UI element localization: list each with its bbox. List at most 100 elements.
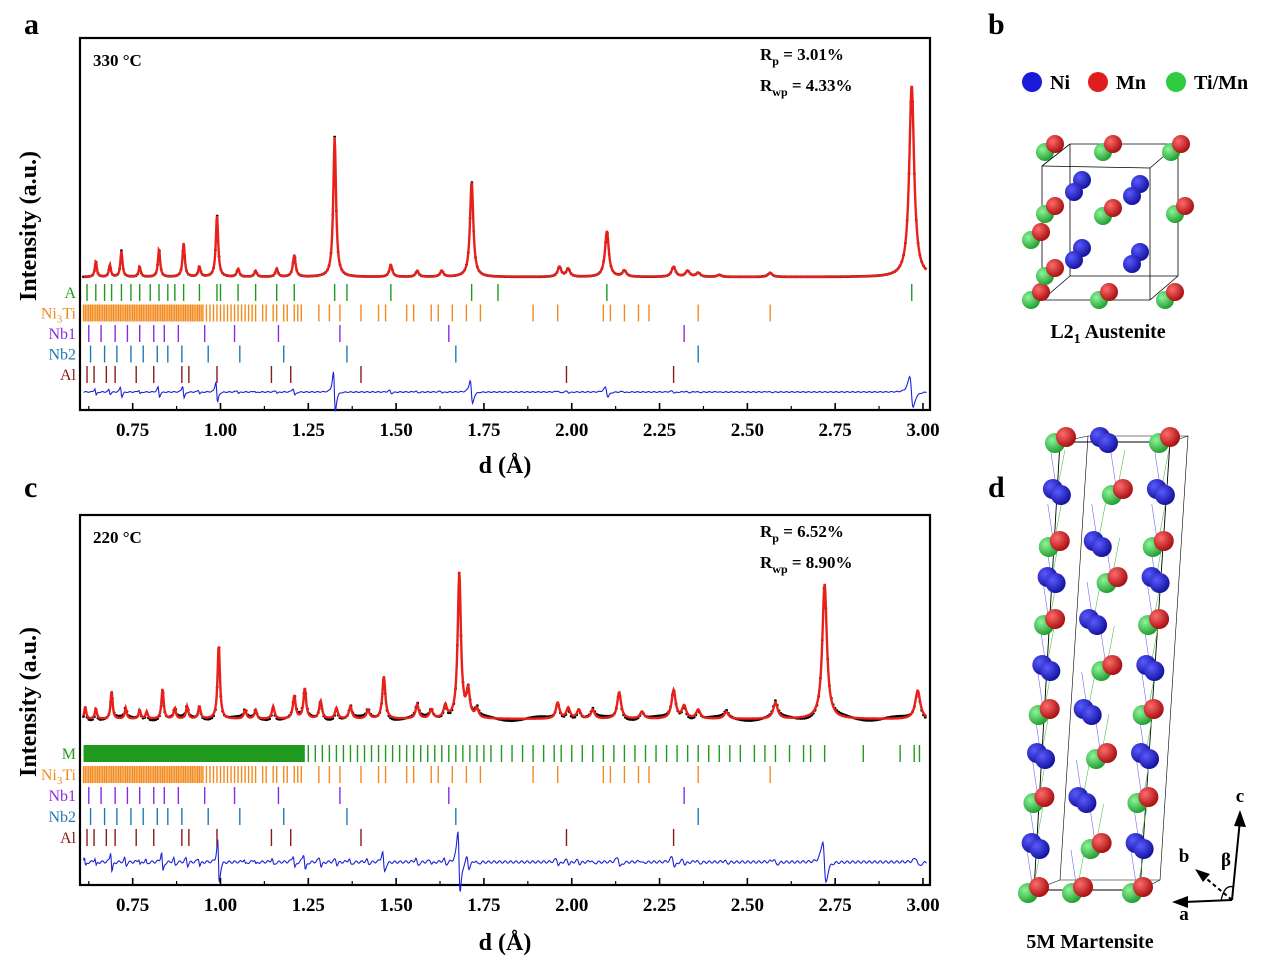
mn-atom-icon — [1107, 567, 1128, 587]
phase-label-name: Nb2 — [48, 347, 76, 364]
x-tick-label: 2.50 — [731, 420, 764, 441]
phase-label: Nb2 — [48, 347, 76, 364]
phase-tick-band — [83, 745, 305, 762]
mn-atom-icon — [1104, 135, 1122, 153]
mn-atom-icon — [1049, 531, 1070, 551]
phase-label: Ni3Ti — [41, 767, 77, 787]
mn-atom-icon — [1097, 743, 1118, 763]
phase-label-name: Ni — [41, 767, 58, 784]
rwp-val-a: = 4.33% — [788, 76, 853, 95]
austenite-atoms — [1022, 135, 1194, 309]
ni-atom-icon — [1065, 183, 1083, 201]
rwp-val-c: = 8.90% — [788, 553, 853, 572]
ni-atom-icon — [1045, 573, 1066, 593]
phase-label-name: Al — [60, 830, 77, 847]
rwp-sub-a: wp — [772, 85, 788, 99]
observed-point — [82, 715, 85, 718]
martensite-atoms — [1018, 427, 1180, 903]
phase-label: Nb1 — [48, 326, 76, 343]
phase-label-end: Ti — [62, 767, 76, 784]
phase-ticks-a — [82, 284, 913, 383]
observed-points-a — [82, 100, 927, 279]
rp-sub-c: p — [772, 531, 779, 545]
difference-curve-c — [82, 831, 927, 892]
mn-atom-icon — [1034, 787, 1055, 807]
atom-legend: Ni Mn Ti/Mn — [1022, 72, 1248, 94]
rp-val-c: = 6.52% — [779, 522, 844, 541]
mn-atom-icon — [1112, 479, 1133, 499]
x-tick-label: 2.25 — [643, 895, 676, 916]
phase-label: Ni3Ti — [41, 306, 77, 326]
phase-label-name: Nb1 — [48, 788, 76, 805]
ni-atom-icon — [1091, 537, 1112, 557]
c-axis-arrow-icon — [1234, 810, 1246, 827]
legend-ni-label: Ni — [1050, 72, 1070, 94]
phase-label-name: Ni — [41, 306, 58, 323]
b-axis-arrow-icon — [1195, 869, 1210, 882]
x-tick-label: 0.75 — [116, 420, 149, 441]
timn-legend-icon — [1166, 72, 1186, 92]
temperature-label-a: 330 °C — [93, 51, 142, 70]
x-tick-label: 2.75 — [819, 420, 852, 441]
x-tick-label: 1.75 — [467, 420, 500, 441]
mn-atom-icon — [1104, 199, 1122, 217]
c-axis-line — [1231, 819, 1241, 901]
austenite-cell-edge — [1041, 165, 1151, 169]
x-tick-label: 2.00 — [555, 895, 588, 916]
crystal-axes: c a b β — [1172, 786, 1246, 925]
mn-atom-icon — [1073, 877, 1093, 897]
ni-atom-icon — [1035, 749, 1056, 769]
beta-angle-arc — [1220, 885, 1235, 902]
mn-atom-icon — [1143, 699, 1164, 719]
rp-sub-a: p — [772, 54, 779, 68]
x-tick-label: 2.75 — [819, 895, 852, 916]
ni-atom-icon — [1133, 839, 1154, 859]
x-tick-label: 2.25 — [643, 420, 676, 441]
rp-label-a: Rp = 3.01% — [760, 45, 844, 68]
beta-angle-label: β — [1221, 850, 1231, 871]
phase-label-end: Ti — [62, 306, 76, 323]
x-axis-label-c: d (Å) — [479, 930, 532, 956]
calculated-curve-c — [82, 571, 928, 720]
rp-sym-a: R — [760, 45, 773, 64]
mn-atom-icon — [1133, 877, 1153, 897]
ni-atom-icon — [1040, 661, 1061, 681]
panel-letter-d: d — [988, 471, 1005, 504]
phase-label: Al — [60, 830, 77, 847]
mn-atom-icon — [1046, 197, 1064, 215]
rp-label-c: Rp = 6.52% — [760, 522, 844, 545]
phase-label-name: Nb2 — [48, 809, 76, 826]
rwp-sub-c: wp — [772, 562, 788, 576]
structure-panel-b: Ni Mn Ti/Mn L21 Austenite — [1022, 72, 1248, 347]
c-axis-label: c — [1236, 786, 1244, 807]
ni-atom-icon — [1081, 705, 1102, 725]
mn-atom-icon — [1032, 283, 1050, 301]
martensite-label: 5M Martensite — [1026, 931, 1153, 953]
mn-atom-icon — [1160, 427, 1180, 447]
rwp-label-c: Rwp = 8.90% — [760, 553, 853, 576]
ni-atom-icon — [1087, 615, 1108, 635]
austenite-label-pre: L2 — [1050, 321, 1073, 343]
phase-ticks-c — [82, 745, 921, 846]
ni-atom-icon — [1098, 433, 1118, 453]
x-axis-label-a: d (Å) — [479, 453, 532, 479]
phase-label-sub: 3 — [57, 314, 63, 326]
mn-atom-icon — [1149, 609, 1170, 629]
phase-label-name: A — [64, 285, 76, 302]
a-axis-arrow-icon — [1172, 896, 1188, 908]
x-tick-label: 1.25 — [292, 895, 325, 916]
legend-timn-label: Ti/Mn — [1194, 72, 1248, 94]
phase-label: Nb1 — [48, 788, 76, 805]
mn-atom-icon — [1176, 197, 1194, 215]
x-tick-label: 2.00 — [555, 420, 588, 441]
phase-label-sub: 3 — [57, 775, 63, 787]
rwp-sym-c: R — [760, 553, 773, 572]
y-axis-label-c: Intensity (a.u.) — [16, 627, 42, 777]
ni-legend-icon — [1022, 72, 1042, 92]
mn-atom-icon — [1172, 135, 1190, 153]
x-tick-label: 1.00 — [204, 895, 237, 916]
x-tick-label: 0.75 — [116, 895, 149, 916]
b-axis-label: b — [1179, 846, 1190, 867]
